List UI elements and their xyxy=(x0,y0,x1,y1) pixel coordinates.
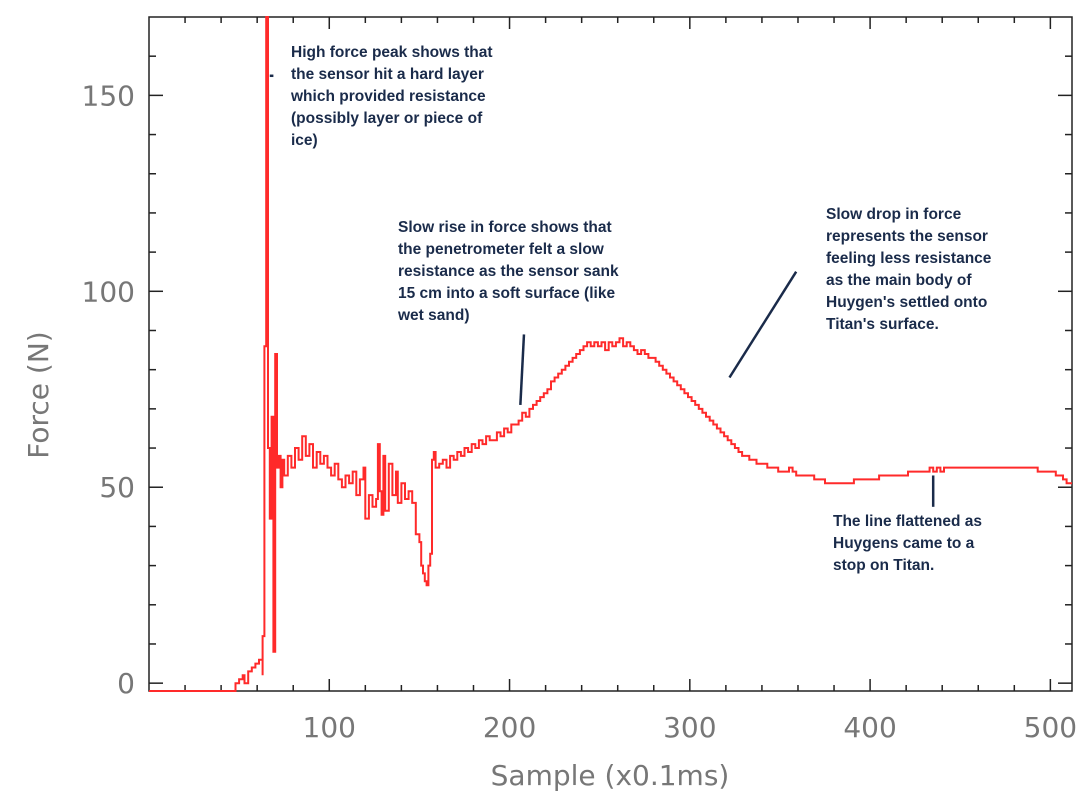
annotation-pointer-drop xyxy=(728,271,798,379)
y-tick-label: 100 xyxy=(82,275,135,308)
y-tick-label: 150 xyxy=(82,79,135,112)
y-tick-label: 50 xyxy=(99,471,135,504)
annotation-flat: The line flattened as Huygens came to a … xyxy=(833,513,983,574)
y-axis-title: Force (N) xyxy=(22,331,55,458)
x-tick-label: 100 xyxy=(303,711,356,744)
x-axis-ticks: 100 200 300 400 500 xyxy=(184,17,1077,744)
annotation-rise: Slow rise in force shows that the penetr… xyxy=(398,219,619,324)
force-series-line xyxy=(149,16,1072,692)
annotation-drop: Slow drop in force represents the sensor… xyxy=(826,206,992,333)
x-tick-label: 300 xyxy=(663,711,716,744)
y-tick-label: 0 xyxy=(117,667,135,700)
annotation-peak: High force peak shows that the sensor hi… xyxy=(291,44,493,149)
x-tick-label: 500 xyxy=(1024,711,1077,744)
x-axis-title: Sample (x0.1ms) xyxy=(491,759,730,792)
plot-frame xyxy=(148,16,1073,692)
annotation-pointers xyxy=(269,74,935,507)
annotation-pointer-rise xyxy=(519,334,526,406)
y-axis-ticks: 0 50 100 150 xyxy=(82,55,1072,700)
x-tick-label: 400 xyxy=(843,711,896,744)
x-tick-label: 200 xyxy=(483,711,536,744)
